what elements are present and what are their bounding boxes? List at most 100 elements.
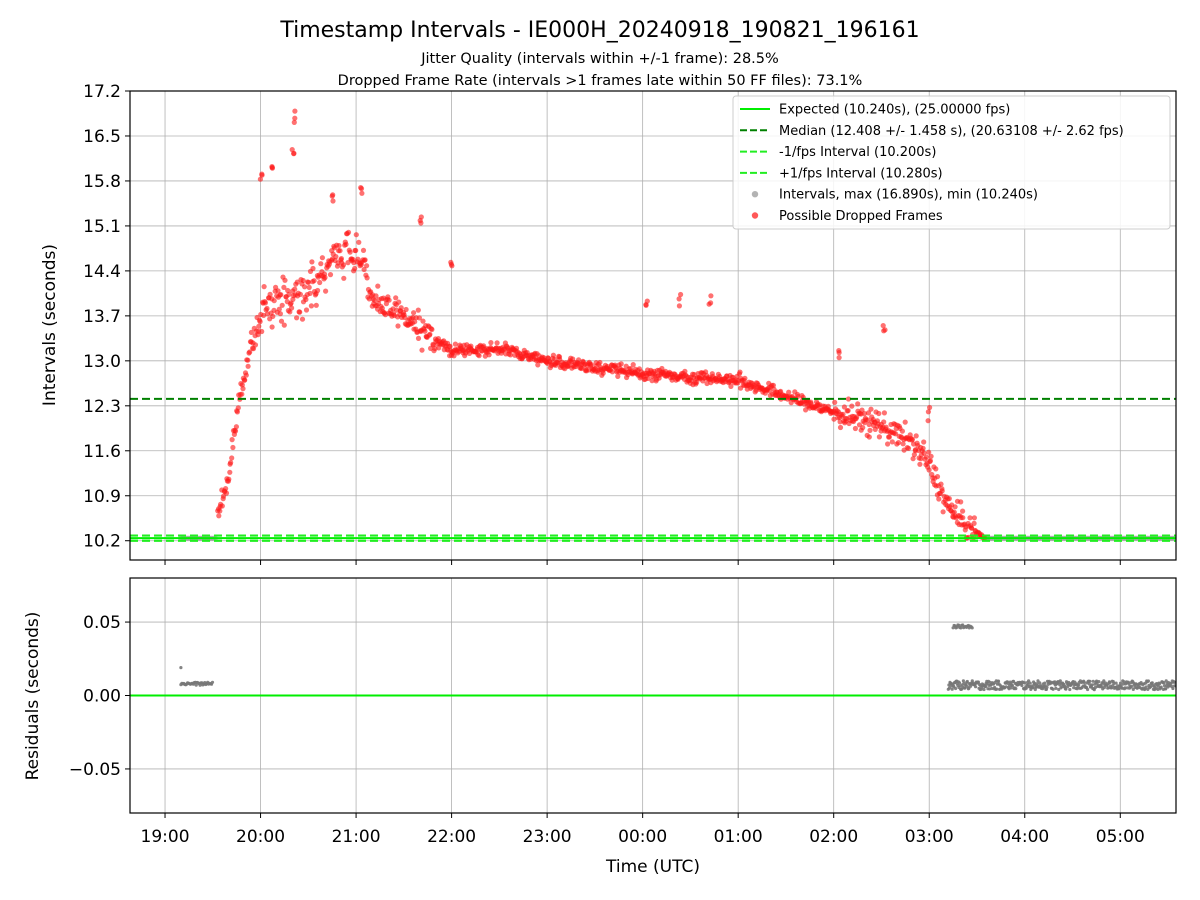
dropped-frame-point bbox=[226, 476, 232, 482]
dropped-frame-point bbox=[742, 375, 748, 381]
dropped-frame-point bbox=[845, 396, 852, 402]
residual-point bbox=[1090, 683, 1094, 687]
dropped-frame-point bbox=[886, 434, 893, 440]
dropped-frame-point bbox=[845, 408, 851, 414]
residual-point bbox=[1091, 679, 1095, 683]
dropped-frame-point bbox=[245, 357, 251, 363]
dropped-frame-point bbox=[971, 515, 978, 521]
residual-point bbox=[1097, 680, 1101, 684]
dropped-frame-point bbox=[938, 481, 944, 487]
x-tick-label: 04:00 bbox=[1000, 827, 1049, 847]
dropped-frame-point bbox=[923, 454, 930, 460]
dropped-frame-point bbox=[412, 319, 418, 325]
dropped-frame-point bbox=[281, 284, 287, 290]
dropped-frame-point bbox=[398, 305, 404, 311]
dropped-frame-point bbox=[876, 410, 882, 417]
dropped-frame-point bbox=[860, 425, 866, 431]
dropped-frame-point bbox=[576, 357, 582, 363]
residual-point bbox=[1057, 687, 1061, 692]
dropped-frame-point bbox=[921, 450, 927, 456]
dropped-frame-point bbox=[926, 467, 932, 473]
dropped-frame-point bbox=[240, 386, 246, 392]
dropped-frame-point bbox=[294, 315, 300, 321]
residual-point bbox=[1027, 679, 1031, 683]
dropped-frame-point bbox=[233, 424, 239, 430]
dropped-frame-point bbox=[252, 342, 259, 348]
dropped-frame-point bbox=[267, 291, 273, 297]
dropped-frame-point bbox=[649, 378, 655, 384]
dropped-frame-point bbox=[281, 322, 287, 328]
dropped-frame-point bbox=[313, 302, 319, 308]
residual-point bbox=[1171, 686, 1175, 691]
dropped-frame-point bbox=[353, 232, 359, 238]
intervals-data-points bbox=[178, 108, 1176, 541]
dropped-frame-outlier bbox=[359, 190, 365, 196]
intervals-y-tick-label: 10.9 bbox=[83, 487, 121, 507]
dropped-frame-point bbox=[271, 298, 277, 304]
dropped-frame-point bbox=[345, 260, 351, 266]
dropped-frame-point bbox=[393, 295, 399, 301]
dropped-frame-point bbox=[402, 314, 408, 321]
dropped-frame-point bbox=[338, 256, 344, 262]
residual-point bbox=[959, 626, 963, 630]
dropped-frame-point bbox=[934, 474, 941, 480]
dropped-frame-point bbox=[257, 319, 263, 325]
intervals-y-tick-label: 17.2 bbox=[83, 82, 121, 102]
residual-point bbox=[1164, 679, 1168, 683]
dropped-frame-point bbox=[451, 353, 457, 359]
residual-point bbox=[1063, 684, 1067, 688]
residual-point bbox=[961, 679, 966, 683]
dropped-frame-point bbox=[918, 456, 924, 462]
dropped-frame-point bbox=[795, 393, 801, 399]
dropped-frame-point bbox=[229, 455, 235, 461]
residual-point bbox=[984, 684, 988, 689]
residual-point bbox=[1077, 683, 1081, 687]
dropped-frame-point bbox=[383, 301, 389, 307]
dropped-frame-point bbox=[905, 445, 912, 451]
dropped-frame-point bbox=[229, 437, 235, 443]
dropped-frame-outlier bbox=[329, 193, 335, 199]
dropped-frame-point bbox=[305, 279, 312, 285]
residual-point bbox=[194, 683, 198, 687]
dropped-frame-outlier bbox=[676, 303, 683, 309]
dropped-frame-point bbox=[245, 363, 251, 369]
dropped-frame-point bbox=[372, 297, 378, 303]
dropped-frame-outlier bbox=[259, 171, 265, 177]
legend-label: +1/fps Interval (10.280s) bbox=[779, 166, 943, 181]
residual-point bbox=[965, 679, 969, 684]
dropped-frame-point bbox=[239, 391, 245, 397]
dropped-frame-point bbox=[311, 278, 317, 284]
legend-box bbox=[732, 95, 1171, 230]
residual-point bbox=[1108, 681, 1112, 685]
dropped-frame-point bbox=[286, 291, 292, 297]
dropped-frame-point bbox=[307, 290, 313, 296]
dropped-frame-point bbox=[337, 248, 343, 254]
residuals-panel: −0.05 0.00 0.05 19:00 20:00 21:00 22:00 23:00 0… bbox=[23, 577, 1177, 847]
legend-marker bbox=[751, 212, 759, 219]
dropped-frame-outlier bbox=[448, 261, 454, 267]
dropped-frame-point bbox=[297, 309, 303, 315]
dropped-frame-point bbox=[939, 488, 945, 494]
dropped-frame-point bbox=[287, 309, 293, 315]
dropped-frame-point bbox=[841, 404, 848, 410]
dropped-frame-point bbox=[618, 361, 624, 367]
residual-point bbox=[1023, 681, 1027, 685]
residual-point bbox=[1068, 687, 1072, 692]
intervals-y-tick-label: 12.3 bbox=[83, 397, 121, 417]
dropped-frame-point bbox=[737, 369, 743, 375]
chart-title: Timestamp Intervals - IE000H_20240918_19… bbox=[279, 18, 919, 43]
dropped-frame-point bbox=[315, 287, 321, 294]
dropped-frame-point bbox=[292, 286, 298, 292]
residual-point bbox=[198, 683, 202, 687]
intervals-legend: Expected (10.240s), (25.00000 fps) Median… bbox=[732, 95, 1171, 230]
residual-point bbox=[1144, 685, 1148, 689]
dropped-frame-outlier bbox=[706, 301, 712, 307]
residual-point bbox=[974, 685, 978, 689]
dropped-frame-point bbox=[243, 372, 249, 378]
dropped-frame-point bbox=[909, 436, 916, 442]
residual-point bbox=[1088, 679, 1092, 683]
dropped-frame-point bbox=[277, 311, 283, 317]
residual-point bbox=[1038, 681, 1042, 685]
dropped-frame-point bbox=[971, 520, 977, 527]
